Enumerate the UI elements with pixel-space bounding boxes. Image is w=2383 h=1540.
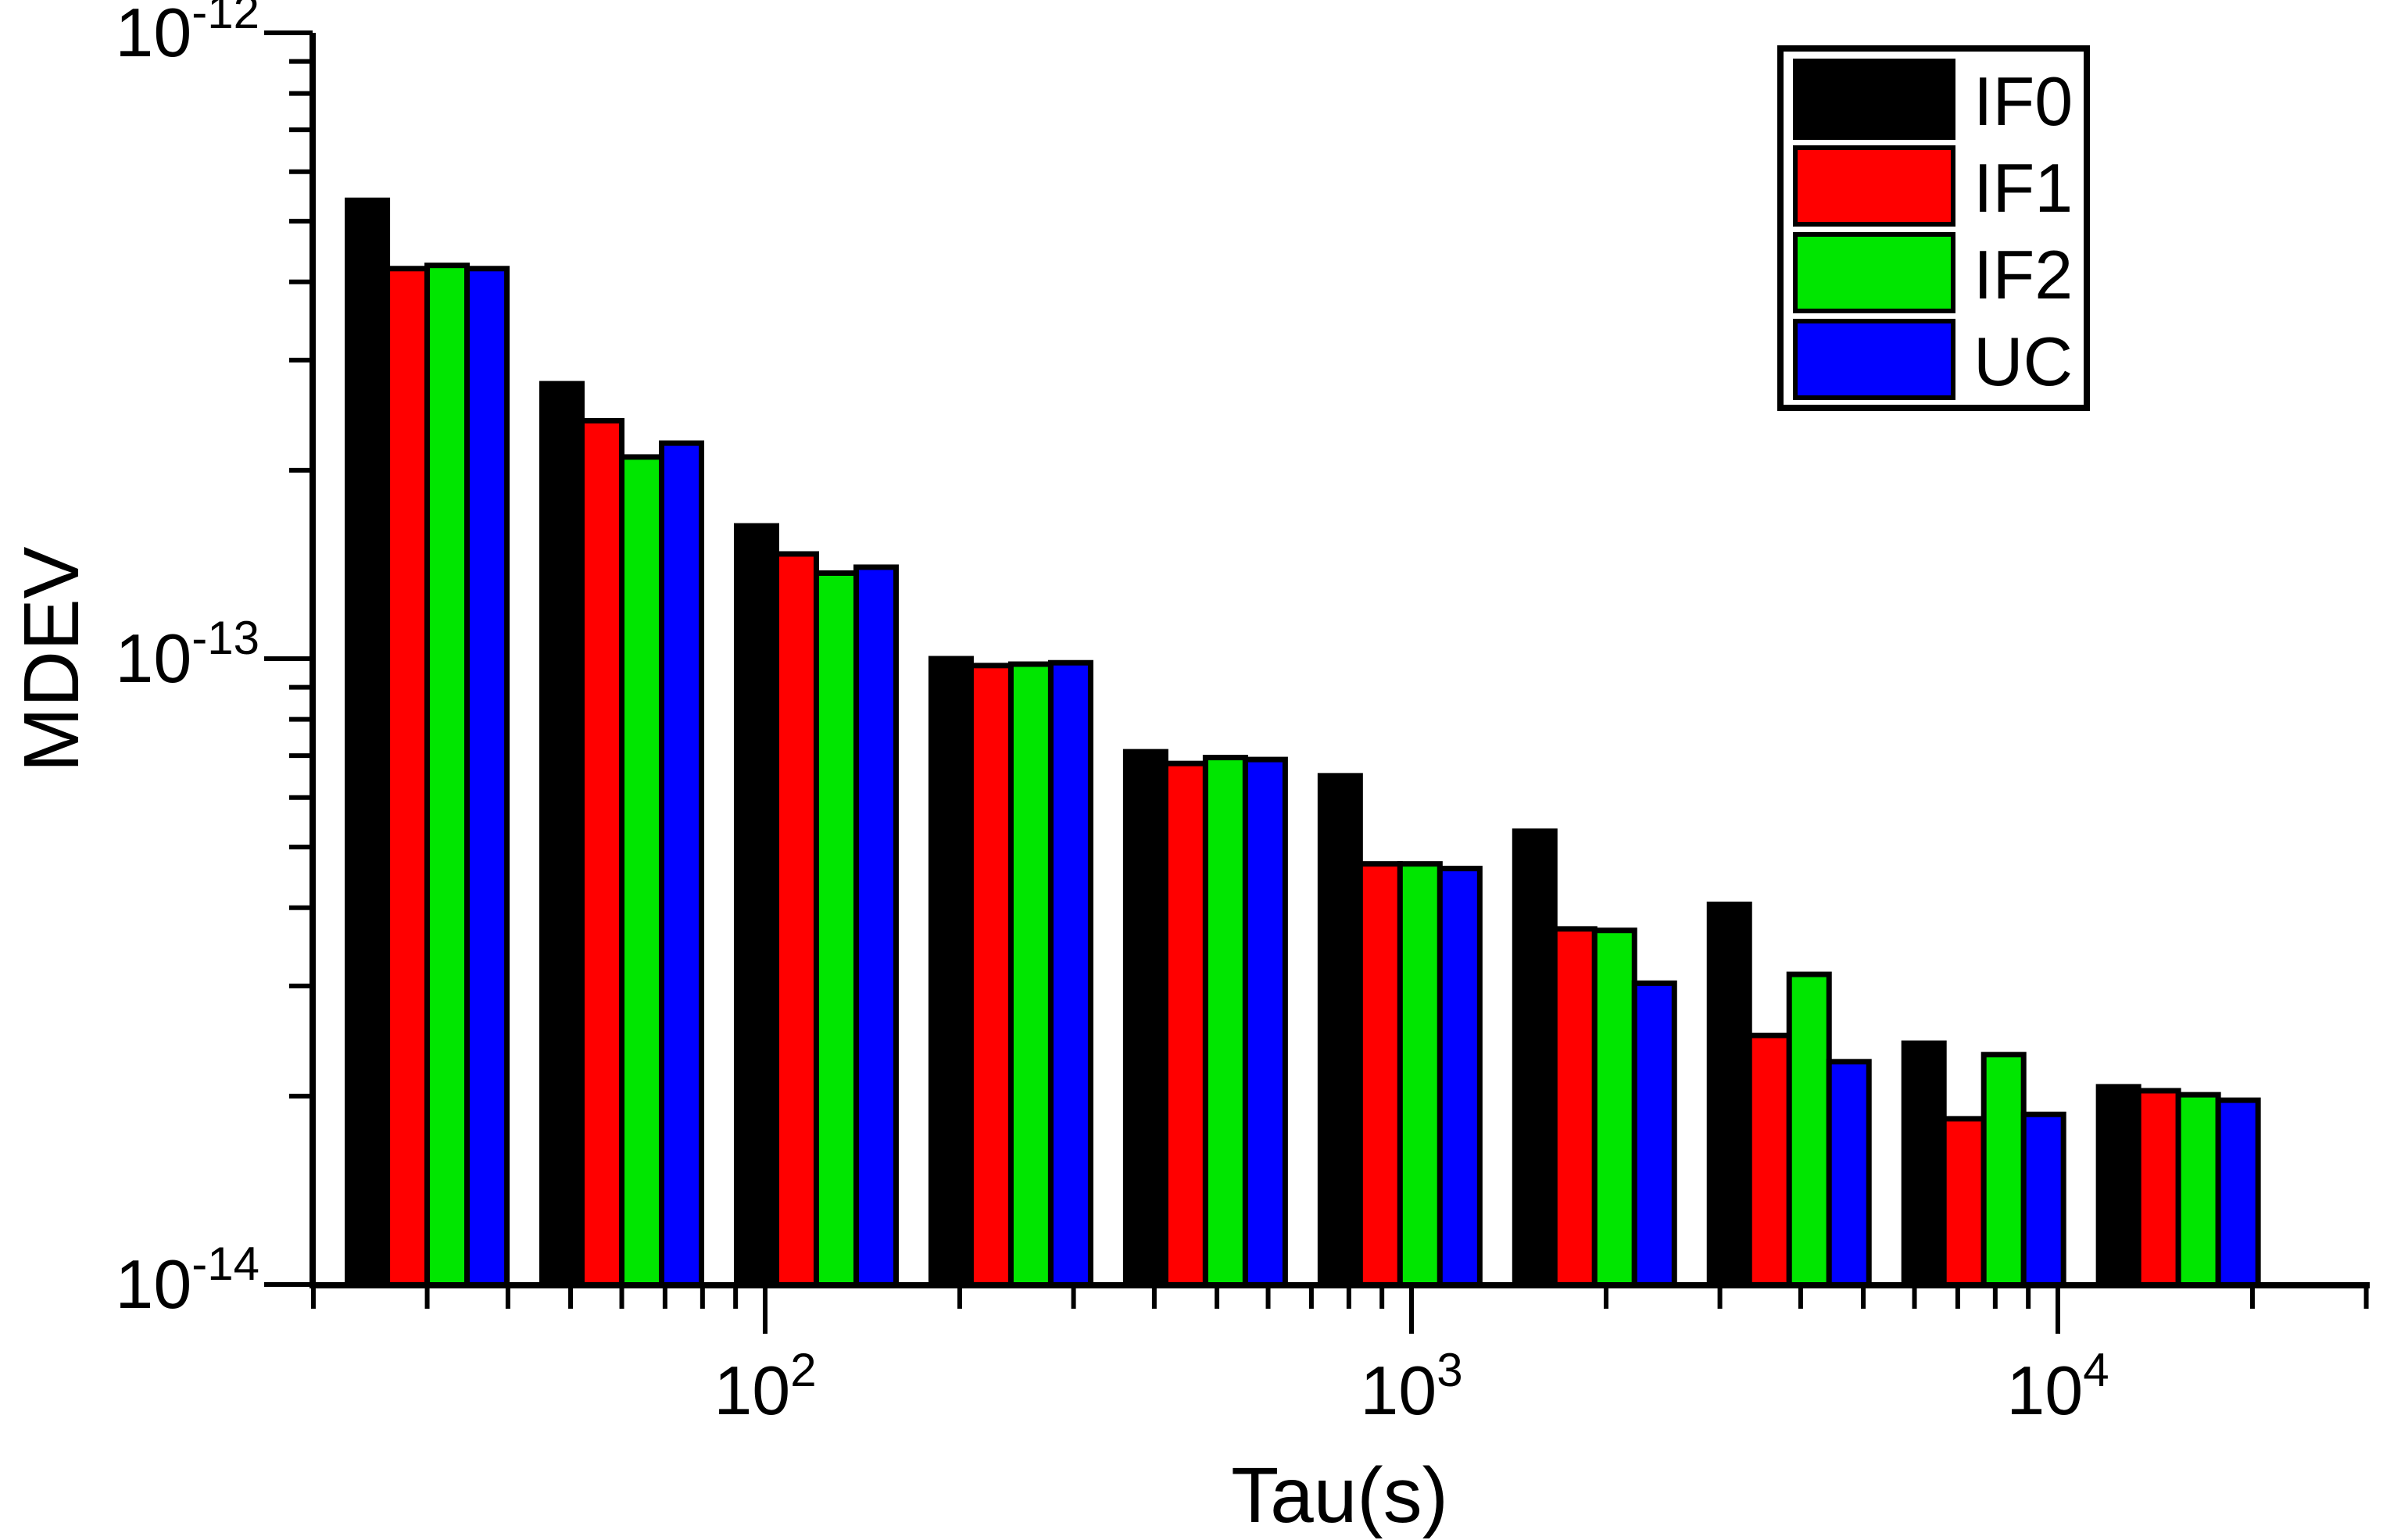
legend: IF0 IF1 IF2 UC	[1777, 45, 2090, 411]
bar-IF2-3840	[1786, 971, 1832, 1288]
y-tick-label-10e-14: 10-14	[115, 1238, 259, 1323]
legend-swatch-if0	[1793, 59, 1955, 140]
bar-UC-480	[1242, 756, 1288, 1288]
bar-IF0-15360	[2095, 1084, 2141, 1288]
y-tick-label-10e-12: 10-12	[115, 0, 259, 71]
bar-IF1-1920	[1551, 926, 1598, 1288]
bar-IF1-30	[385, 266, 431, 1288]
bar-UC-120	[853, 564, 899, 1288]
bars-group	[345, 197, 2261, 1288]
bar-UC-1920	[1631, 980, 1677, 1288]
bar-UC-7680	[2020, 1111, 2066, 1288]
bar-IF2-1920	[1591, 927, 1637, 1288]
bar-IF0-480	[1122, 749, 1168, 1288]
x-tick-label-10e2: 102	[714, 1344, 816, 1429]
bar-IF1-3840	[1746, 1032, 1792, 1288]
bar-IF1-60	[579, 417, 625, 1288]
bar-IF0-960	[1317, 773, 1363, 1288]
bar-IF1-7680	[1941, 1116, 1987, 1288]
legend-label-if0: IF0	[1973, 63, 2073, 140]
legend-swatch-if1	[1793, 145, 1955, 227]
bar-IF1-15360	[2135, 1088, 2181, 1288]
bar-IF0-30	[345, 197, 391, 1288]
bar-IF2-30	[424, 263, 471, 1288]
bar-IF2-480	[1202, 755, 1248, 1288]
bar-IF0-3840	[1706, 901, 1752, 1288]
bar-UC-960	[1437, 866, 1483, 1288]
legend-label-if2: IF2	[1973, 236, 2073, 313]
bar-IF2-960	[1397, 861, 1443, 1288]
bar-IF2-15360	[2175, 1092, 2221, 1288]
bar-IF1-240	[968, 663, 1014, 1288]
y-axis-title: MDEV	[8, 546, 95, 772]
bar-UC-60	[659, 440, 705, 1288]
bar-UC-30	[464, 266, 510, 1288]
bar-IF2-240	[1007, 661, 1054, 1288]
x-tick-label-10e3: 103	[1360, 1344, 1462, 1429]
legend-swatch-uc	[1793, 319, 1955, 400]
x-axis-tick-labels: 102 103 104	[714, 1344, 2109, 1429]
bar-UC-15360	[2215, 1097, 2261, 1288]
bar-UC-240	[1047, 659, 1093, 1288]
x-tick-label-10e4: 104	[2006, 1344, 2109, 1429]
bar-UC-3840	[1826, 1059, 1872, 1288]
bar-IF0-240	[928, 656, 974, 1288]
bar-IF2-120	[813, 570, 859, 1288]
bar-IF2-7680	[1980, 1052, 2027, 1288]
legend-label-if1: IF1	[1973, 149, 2073, 227]
x-axis-title: Tau(s)	[1231, 1452, 1448, 1539]
y-tick-label-10e-13: 10-13	[115, 612, 259, 697]
bar-IF1-120	[773, 551, 819, 1288]
legend-label-uc: UC	[1973, 323, 2073, 400]
bar-IF0-1920	[1512, 828, 1558, 1288]
bar-IF1-480	[1162, 760, 1208, 1288]
bar-IF0-120	[733, 523, 779, 1288]
bar-IF0-60	[539, 381, 585, 1288]
bar-IF2-60	[619, 454, 665, 1288]
bar-IF0-7680	[1901, 1040, 1947, 1288]
y-axis-tick-labels: 10-12 10-13 10-14	[115, 0, 259, 1323]
x-axis-ticks	[310, 1285, 2369, 1334]
bar-IF1-960	[1357, 861, 1403, 1288]
legend-swatch-if2	[1793, 232, 1955, 313]
y-axis-ticks	[264, 30, 313, 1287]
